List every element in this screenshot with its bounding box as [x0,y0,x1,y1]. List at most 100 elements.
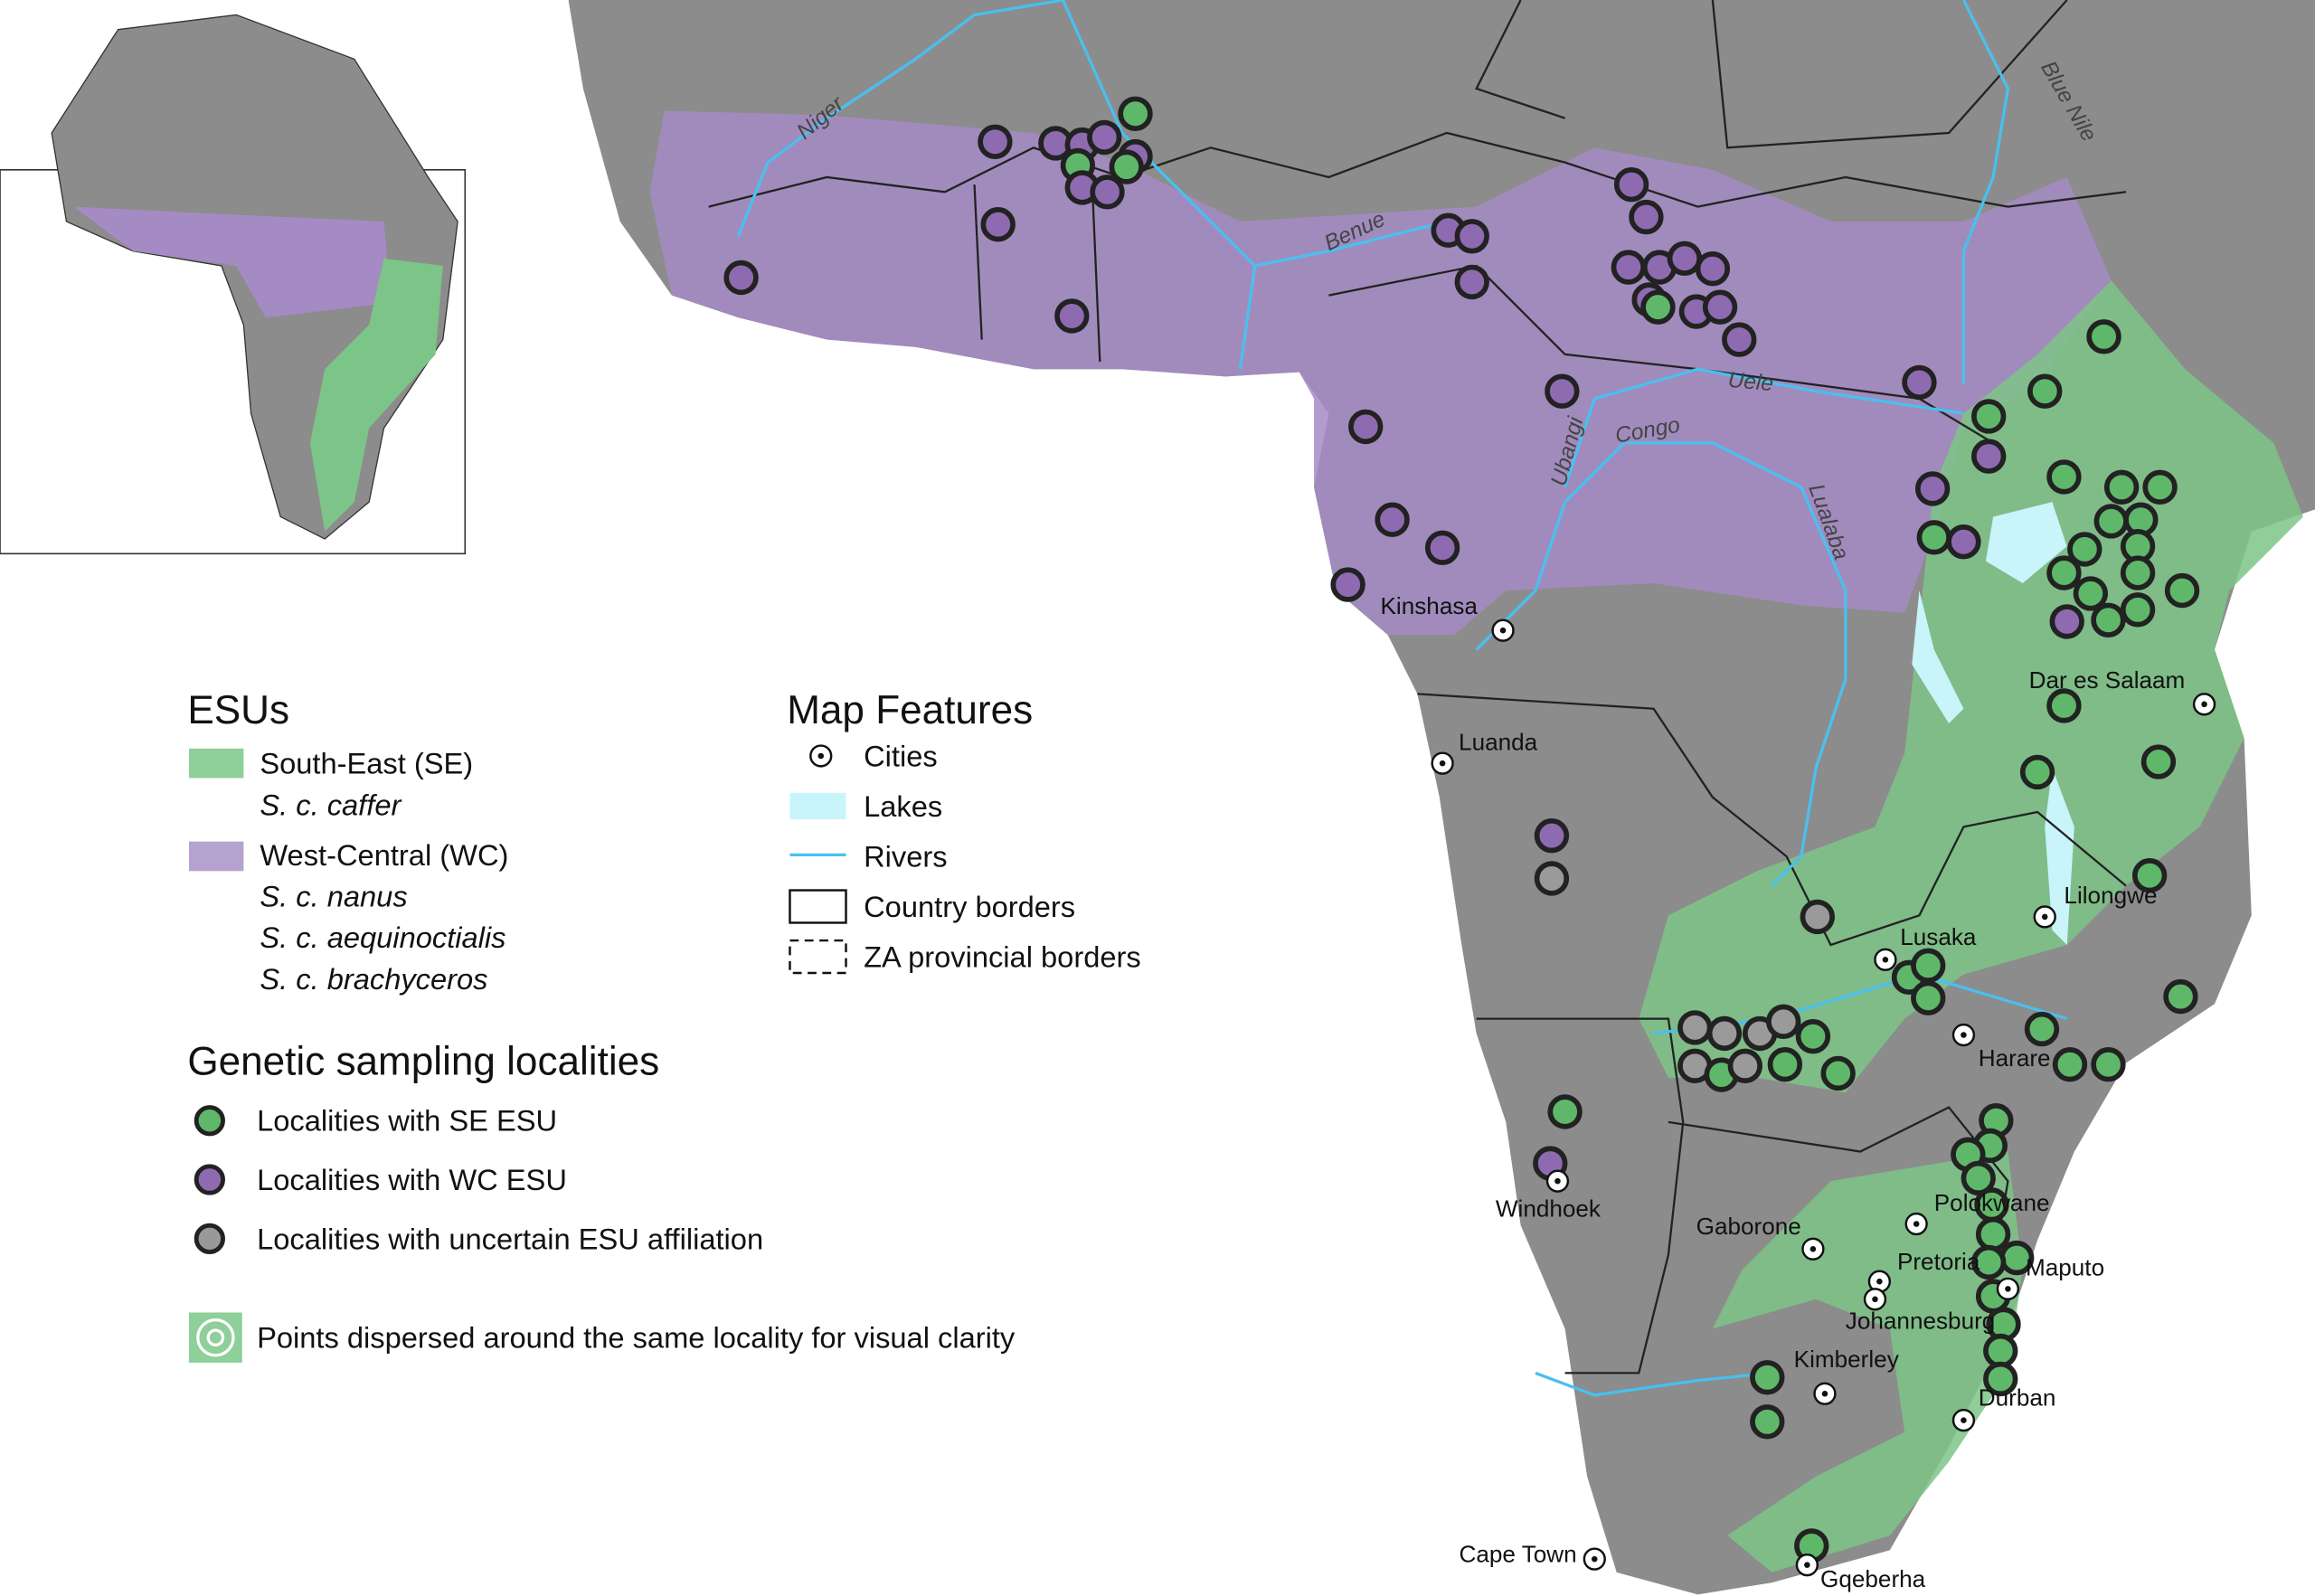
sampling-point [2073,576,2109,611]
sampling-point [1547,1094,1583,1129]
city-marker [1821,1391,1828,1397]
city-marker [1804,1562,1810,1568]
inset-wc [73,206,392,318]
river-label: Uele [1727,368,1774,396]
dispersed-icon [206,1328,225,1347]
city-marker [2041,913,2048,921]
sampling-point [1640,289,1676,325]
inset-se [309,258,443,532]
legend-point [194,1164,225,1195]
city-marker [1499,627,1507,634]
sampling-point [2049,604,2084,639]
sampling-point [1961,1160,1996,1196]
legend-sub: S. c. caffer [260,788,402,821]
sampling-point [1706,1015,1743,1052]
legend-point [194,1223,225,1254]
sampling-point [1975,1216,2011,1252]
sampling-point [1722,322,1757,357]
sampling-point [723,260,759,296]
sampling-point [1454,264,1489,300]
sampling-point [1348,409,1384,445]
sampling-point [2120,592,2156,628]
legend-title: Map Features [787,688,1033,732]
dispersed-icon [196,1318,235,1357]
city-marker [1961,1032,1967,1038]
sampling-point [1983,1333,2018,1369]
legend-label: ZA provincial borders [864,940,1141,973]
sampling-point [1545,373,1580,409]
legend-label: Country borders [864,890,1075,923]
sampling-point [1424,530,1460,565]
legend-point [194,1105,225,1137]
rivers [736,0,2068,1397]
sampling-point [1983,1361,2018,1397]
legend-sub: S. c. aequinoctialis [260,921,506,954]
legend-label: South-East (SE) [260,747,473,780]
sampling-point [2019,754,2055,790]
sampling-point [1750,1404,1785,1440]
sampling-point [1087,119,1122,156]
sampling-point [2046,555,2082,590]
sampling-point [1667,241,1703,276]
legend-label: Rivers [864,839,948,873]
sampling-point [1766,1004,1801,1040]
city-label: Kinshasa [1381,592,1479,619]
sampling-point [1971,1244,2007,1280]
sampling-point [2086,319,2121,354]
sampling-point [1750,1360,1785,1395]
sampling-point [2120,555,2156,590]
city-label: Cape Town [1460,1540,1577,1567]
city-marker [1872,1296,1878,1303]
city-label: Gaborone [1696,1213,1801,1240]
legend-label: Localities with SE ESU [257,1104,557,1138]
sampling-point [1613,166,1649,203]
city-label: Durban [1979,1384,2056,1411]
swatch [188,748,244,779]
sampling-point [1911,948,1946,983]
sampling-point [2091,1047,2126,1082]
city-marker [1439,760,1446,767]
border-icon [789,889,847,924]
city-marker [1554,1177,1561,1185]
sampling-point [2024,1011,2060,1047]
city-label: Johannesburg [1846,1307,1996,1334]
sampling-point [1902,364,1937,401]
sampling-point [1054,298,1090,334]
sampling-point [978,124,1013,159]
city-marker [1913,1221,1920,1227]
city-label: Lusaka [1900,923,1977,950]
legend-label: Points dispersed around the same localit… [257,1321,1016,1355]
sampling-point [1090,175,1125,210]
legend-sub: S. c. brachyceros [260,962,487,996]
legend-label: Localities with WC ESU [257,1163,567,1196]
sampling-point [1330,567,1365,602]
sampling-point [2164,572,2200,609]
city-marker [1876,1278,1883,1285]
city-label: Gqeberha [1820,1565,1926,1592]
sampling-point [1911,980,1946,1015]
sampling-point [2163,978,2198,1015]
city-marker [2201,701,2207,708]
legend-title: Genetic sampling localities [187,1040,659,1084]
legend-label: Cities [864,739,938,772]
sampling-point [2067,532,2102,567]
sampling-point [1795,1018,1831,1054]
sampling-point [1534,817,1570,854]
sampling-point [2093,504,2129,539]
city-label: Maputo [2026,1254,2104,1281]
sampling-point [1534,861,1570,896]
sampling-point [2103,469,2140,505]
sampling-point [1109,149,1144,184]
sampling-point [1727,1048,1762,1084]
sampling-point [1971,439,2007,474]
sampling-point [1629,199,1664,235]
wc-range [649,110,2112,636]
legend-title: ESUs [187,688,289,732]
city-label: Luanda [1459,728,1538,755]
sampling-point [2052,1047,2088,1082]
sampling-point [2091,602,2126,637]
sampling-point [2027,373,2063,409]
sampling-point [2142,469,2178,505]
